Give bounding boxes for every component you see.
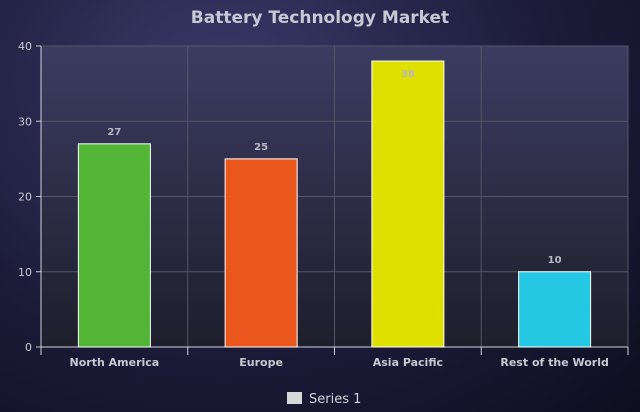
chart-title: Battery Technology Market	[191, 8, 449, 28]
y-tick-label: 20	[18, 191, 32, 204]
axes: 0 10 20 30 40 North America Europe Asia Pacific…	[18, 40, 629, 369]
bar-rest-of-the-world[interactable]	[518, 271, 592, 348]
data-label: 27	[107, 127, 121, 138]
y-tick-label: 10	[18, 266, 32, 279]
y-tick-label: 40	[18, 40, 32, 53]
x-category-label: Europe	[239, 356, 283, 369]
y-tick-label: 30	[18, 115, 32, 128]
data-labels: 27 25 38 10	[107, 69, 561, 266]
bar-north-america[interactable]	[77, 143, 151, 348]
bars	[77, 60, 592, 348]
x-category-label: North America	[70, 356, 160, 369]
data-label: 25	[254, 142, 268, 153]
data-label: 38	[401, 69, 415, 80]
data-label: 10	[548, 255, 562, 266]
bar-europe[interactable]	[224, 158, 298, 348]
legend-swatch[interactable]	[287, 392, 302, 404]
y-tick-label: 0	[25, 341, 32, 354]
bar-asia-pacific[interactable]	[371, 60, 445, 348]
x-category-label: Rest of the World	[500, 356, 609, 369]
legend-label[interactable]: Series 1	[309, 392, 361, 407]
legend[interactable]: Series 1	[287, 392, 361, 407]
x-category-label: Asia Pacific	[373, 356, 443, 369]
